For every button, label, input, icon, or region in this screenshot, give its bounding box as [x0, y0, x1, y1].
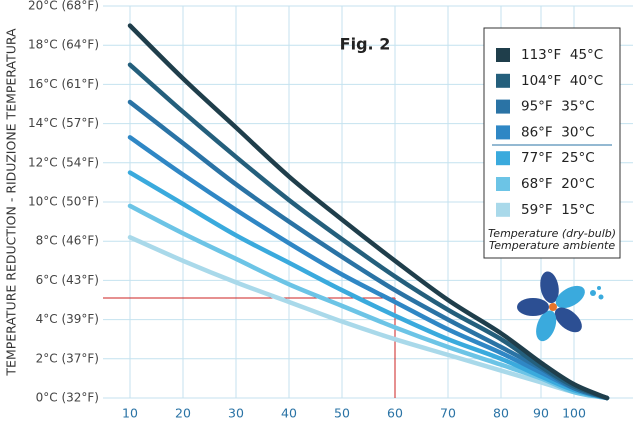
- x-tick-label: 60: [387, 406, 403, 421]
- x-tick-label: 30: [228, 406, 244, 421]
- legend-swatch: [496, 151, 510, 166]
- y-tick-label: 18°C (64°F): [28, 38, 99, 52]
- x-tick-label: 20: [175, 406, 191, 421]
- legend-label: 86°F 30°C: [521, 124, 595, 140]
- legend-label: 68°F 20°C: [521, 176, 595, 192]
- legend: Temperature (dry-bulb) Temperature ambie…: [483, 27, 621, 259]
- legend-box: [483, 27, 621, 259]
- legend-swatch: [496, 177, 510, 191]
- y-tick-label: 2°C (37°F): [36, 351, 99, 365]
- y-tick-label: 20°C (68°F): [28, 0, 99, 13]
- legend-label: 77°F 25°C: [521, 150, 595, 166]
- y-axis-label: TEMPERATURE REDUCTION - RIDUZIONE TEMPER…: [4, 28, 19, 377]
- legend-label: 113°F 45°C: [521, 47, 603, 63]
- legend-swatch: [496, 202, 510, 217]
- legend-title: Temperature ambiente: [489, 239, 615, 252]
- x-tick-label: 10: [122, 406, 138, 421]
- x-tick-label: 90: [533, 406, 549, 421]
- series-line: [127, 170, 610, 401]
- lines: [103, 23, 610, 401]
- x-tick-label: 80: [493, 406, 509, 421]
- y-tick-label: 14°C (57°F): [28, 116, 99, 130]
- legend-title: Temperature (dry-bulb): [488, 227, 616, 240]
- y-tick-label: 8°C (46°F): [36, 234, 99, 248]
- series-line: [127, 62, 610, 401]
- x-tick-label: 40: [281, 406, 297, 421]
- y-tick-label: 6°C (43°F): [36, 273, 99, 287]
- legend-label: 104°F 40°C: [521, 73, 603, 89]
- series-line: [127, 23, 610, 401]
- chart-title: Fig. 2: [340, 35, 391, 54]
- legend-swatch: [496, 73, 510, 88]
- y-tick-label: 12°C (54°F): [28, 155, 99, 169]
- legend-swatch: [496, 99, 510, 114]
- legend-swatch: [496, 125, 510, 140]
- x-tick-label: 50: [334, 406, 350, 421]
- y-tick-label: 10°C (50°F): [28, 195, 99, 209]
- y-tick-label: 4°C (39°F): [36, 312, 99, 326]
- legend-label: 59°F 15°C: [521, 202, 595, 218]
- y-tick-label: 0°C (32°F): [36, 391, 99, 405]
- y-tick-label: 16°C (61°F): [28, 77, 99, 91]
- legend-swatch: [496, 48, 510, 62]
- legend-label: 95°F 35°C: [521, 99, 595, 115]
- x-tick-label: 70: [440, 406, 456, 421]
- x-tick-label: 100: [562, 406, 586, 421]
- series-line: [127, 235, 610, 401]
- series-line: [127, 135, 610, 401]
- logo: [517, 271, 604, 342]
